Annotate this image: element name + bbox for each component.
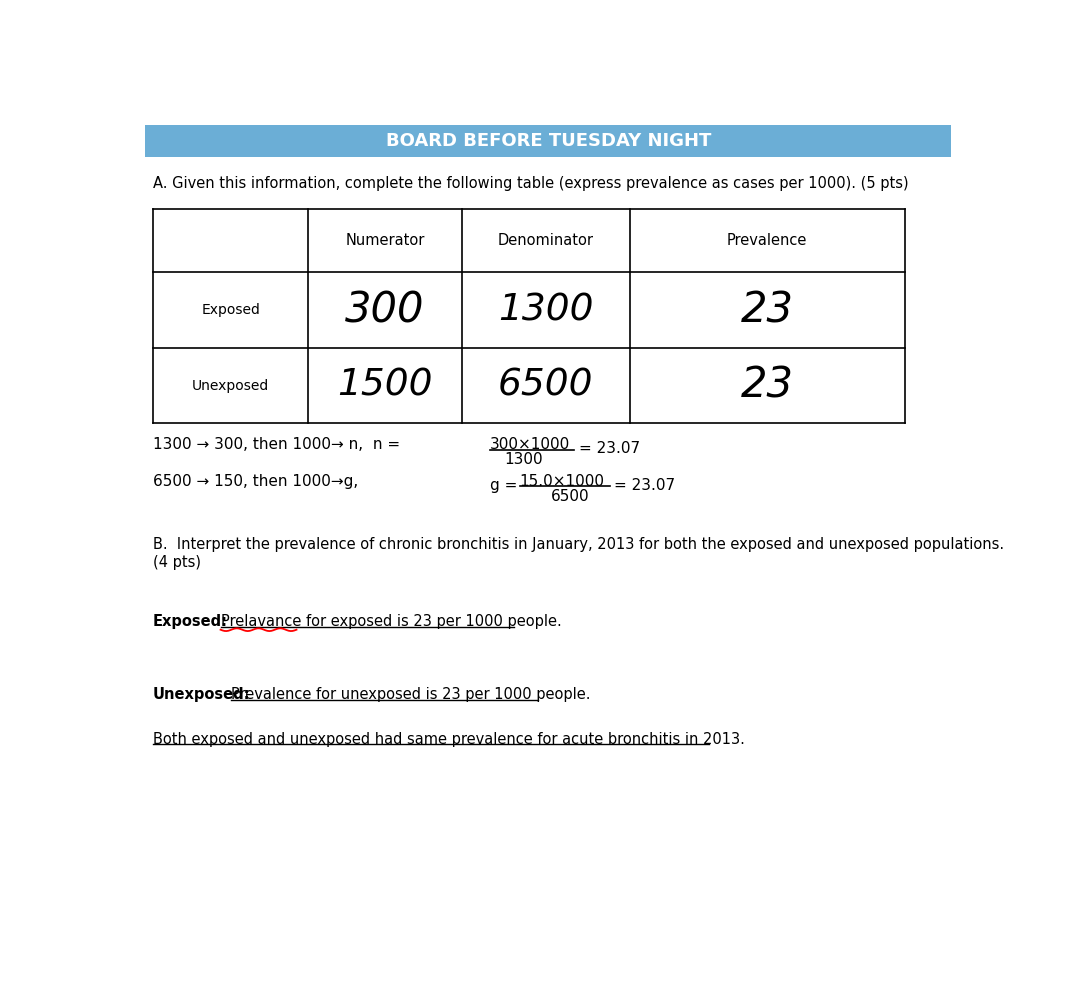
Text: Both exposed and unexposed had same prevalence for acute bronchitis in 2013.: Both exposed and unexposed had same prev… <box>153 732 745 747</box>
Text: 23: 23 <box>740 364 794 406</box>
Text: A. Given this information, complete the following table (express prevalence as c: A. Given this information, complete the … <box>153 176 908 191</box>
Bar <box>146 125 951 157</box>
Text: Numerator: Numerator <box>346 233 425 248</box>
Text: 6500: 6500 <box>551 489 590 504</box>
Text: 15.0×1000: 15.0×1000 <box>520 474 605 489</box>
Text: Exposed: Exposed <box>201 303 260 317</box>
Text: 6500 → 150, then 1000→g,: 6500 → 150, then 1000→g, <box>153 474 358 489</box>
Text: Unexposed: Unexposed <box>192 378 270 392</box>
Text: 1500: 1500 <box>337 367 432 403</box>
Text: 1300: 1300 <box>504 452 542 467</box>
Text: Exposed:: Exposed: <box>153 615 228 630</box>
Text: BOARD BEFORE TUESDAY NIGHT: BOARD BEFORE TUESDAY NIGHT <box>385 132 712 150</box>
Text: 1300 → 300, then 1000→ n,  n =: 1300 → 300, then 1000→ n, n = <box>153 438 400 452</box>
Text: 1300: 1300 <box>498 292 594 328</box>
Text: Prelavance for exposed is 23 per 1000 people.: Prelavance for exposed is 23 per 1000 pe… <box>220 615 562 630</box>
Text: g =: g = <box>490 478 518 493</box>
Text: = 23.07: = 23.07 <box>614 478 675 493</box>
Text: = 23.07: = 23.07 <box>579 441 641 456</box>
Text: 300×1000: 300×1000 <box>490 438 570 452</box>
Text: 6500: 6500 <box>498 367 594 403</box>
Text: Unexposed:: Unexposed: <box>153 687 250 702</box>
Text: B.  Interpret the prevalence of chronic bronchitis in January, 2013 for both the: B. Interpret the prevalence of chronic b… <box>153 537 1005 569</box>
Text: Denominator: Denominator <box>498 233 594 248</box>
Text: 23: 23 <box>740 289 794 331</box>
Text: 300: 300 <box>346 289 425 331</box>
Text: Prevalence: Prevalence <box>728 233 808 248</box>
Text: Prevalence for unexposed is 23 per 1000 people.: Prevalence for unexposed is 23 per 1000 … <box>231 687 591 702</box>
